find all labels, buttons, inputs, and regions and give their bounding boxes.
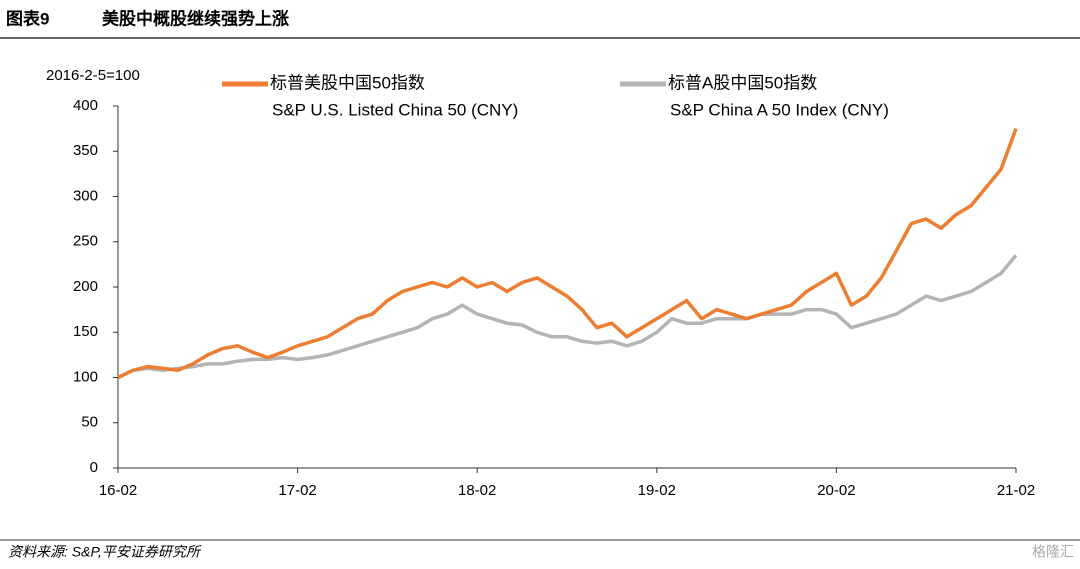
y-tick-label: 200 (73, 278, 98, 295)
legend-label: 标普美股中国50指数 (270, 73, 425, 92)
y-tick-label: 50 (81, 414, 98, 431)
x-tick-label: 16-02 (99, 482, 137, 499)
legend-label-en: S&P China A 50 Index (CNY) (670, 100, 889, 119)
y-tick-label: 400 (73, 97, 98, 114)
source: 资料来源: S&P,平安证券研究所 (8, 544, 202, 560)
y-tick-label: 0 (90, 459, 98, 476)
y-tick-label: 250 (73, 233, 98, 250)
y-tick-label: 100 (73, 368, 98, 385)
y-tick-label: 350 (73, 142, 98, 159)
x-tick-label: 18-02 (458, 482, 496, 499)
series-line (117, 127, 1018, 380)
figure-title: 美股中概股继续强势上涨 (102, 8, 289, 28)
y-axis-label: 2016-2-5=100 (46, 67, 140, 84)
legend-label: 标普A股中国50指数 (668, 73, 817, 92)
x-tick-label: 20-02 (817, 482, 855, 499)
legend-label-en: S&P U.S. Listed China 50 (CNY) (272, 100, 518, 119)
y-tick-label: 150 (73, 323, 98, 340)
x-tick-label: 19-02 (638, 482, 676, 499)
series-line (117, 254, 1018, 380)
watermark: 格隆汇 (1032, 544, 1074, 560)
y-tick-label: 300 (73, 187, 98, 204)
figure-label: 图表9 (6, 8, 49, 28)
x-tick-label: 17-02 (278, 482, 316, 499)
x-tick-label: 21-02 (997, 482, 1035, 499)
